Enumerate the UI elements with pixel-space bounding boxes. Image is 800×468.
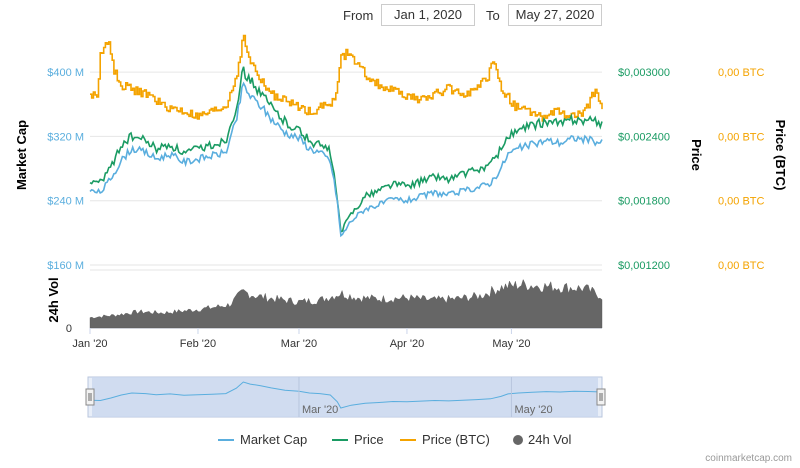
price-btc-line <box>90 34 603 122</box>
navigator-left-handle[interactable] <box>85 388 95 406</box>
market-cap-tick-label: $160 M <box>47 260 84 272</box>
market-cap-tick-label: $400 M <box>47 67 84 79</box>
legend-swatch <box>513 435 523 445</box>
volume-area <box>89 278 603 329</box>
price-tick-label: $0,001200 <box>618 260 670 272</box>
navigator-right-handle[interactable] <box>596 388 606 406</box>
market-cap-tick-label: $240 M <box>47 196 84 208</box>
legend-item-24h-vol[interactable]: 24h Vol <box>513 432 571 447</box>
from-label: From <box>343 8 374 23</box>
legend-item-market-cap[interactable]: Market Cap <box>218 432 307 447</box>
price-tick-label: $0,003000 <box>618 67 670 79</box>
price-btc-tick-label: 0,00 BTC <box>718 67 765 79</box>
legend-label: Market Cap <box>240 432 307 447</box>
market-cap-tick-label: $320 M <box>47 131 84 143</box>
price-tick-label: $0,001800 <box>618 196 670 208</box>
line-series <box>89 34 603 238</box>
to-label: To <box>486 8 500 23</box>
x-tick-label: May '20 <box>492 338 530 350</box>
price-btc-tick-label: 0,00 BTC <box>718 131 765 143</box>
legend-label: Price (BTC) <box>422 432 490 447</box>
price-btc-tick-label: 0,00 BTC <box>718 196 765 208</box>
price-btc-axis-title: Price (BTC) <box>773 120 788 191</box>
x-tick-label: Feb '20 <box>180 338 216 350</box>
volume-tick-label: 0 <box>66 323 72 335</box>
footer-credit: coinmarketcap.com <box>705 453 792 464</box>
legend-item-price-btc-[interactable]: Price (BTC) <box>400 432 490 447</box>
to-date-input[interactable] <box>508 4 602 26</box>
volume-axis-title: 24h Vol <box>46 277 61 322</box>
x-tick-label: Apr '20 <box>390 338 425 350</box>
navigator-tick-label: Mar '20 <box>302 404 338 416</box>
market-cap-line <box>89 81 603 238</box>
navigator-selection[interactable] <box>92 377 598 417</box>
market-cap-axis-title: Market Cap <box>14 120 29 190</box>
navigator-tick-label: May '20 <box>514 404 552 416</box>
volume-series <box>89 278 603 329</box>
legend-item-price[interactable]: Price <box>332 432 384 447</box>
x-tick-label: Jan '20 <box>72 338 107 350</box>
legend-label: Price <box>354 432 384 447</box>
from-date-input[interactable] <box>381 4 475 26</box>
price-axis-title: Price <box>689 139 704 171</box>
price-tick-label: $0,002400 <box>618 131 670 143</box>
legend-label: 24h Vol <box>528 432 571 447</box>
price-btc-tick-label: 0,00 BTC <box>718 260 765 272</box>
x-tick-label: Mar '20 <box>281 338 317 350</box>
price-line <box>89 66 603 233</box>
navigator-line <box>89 381 603 409</box>
